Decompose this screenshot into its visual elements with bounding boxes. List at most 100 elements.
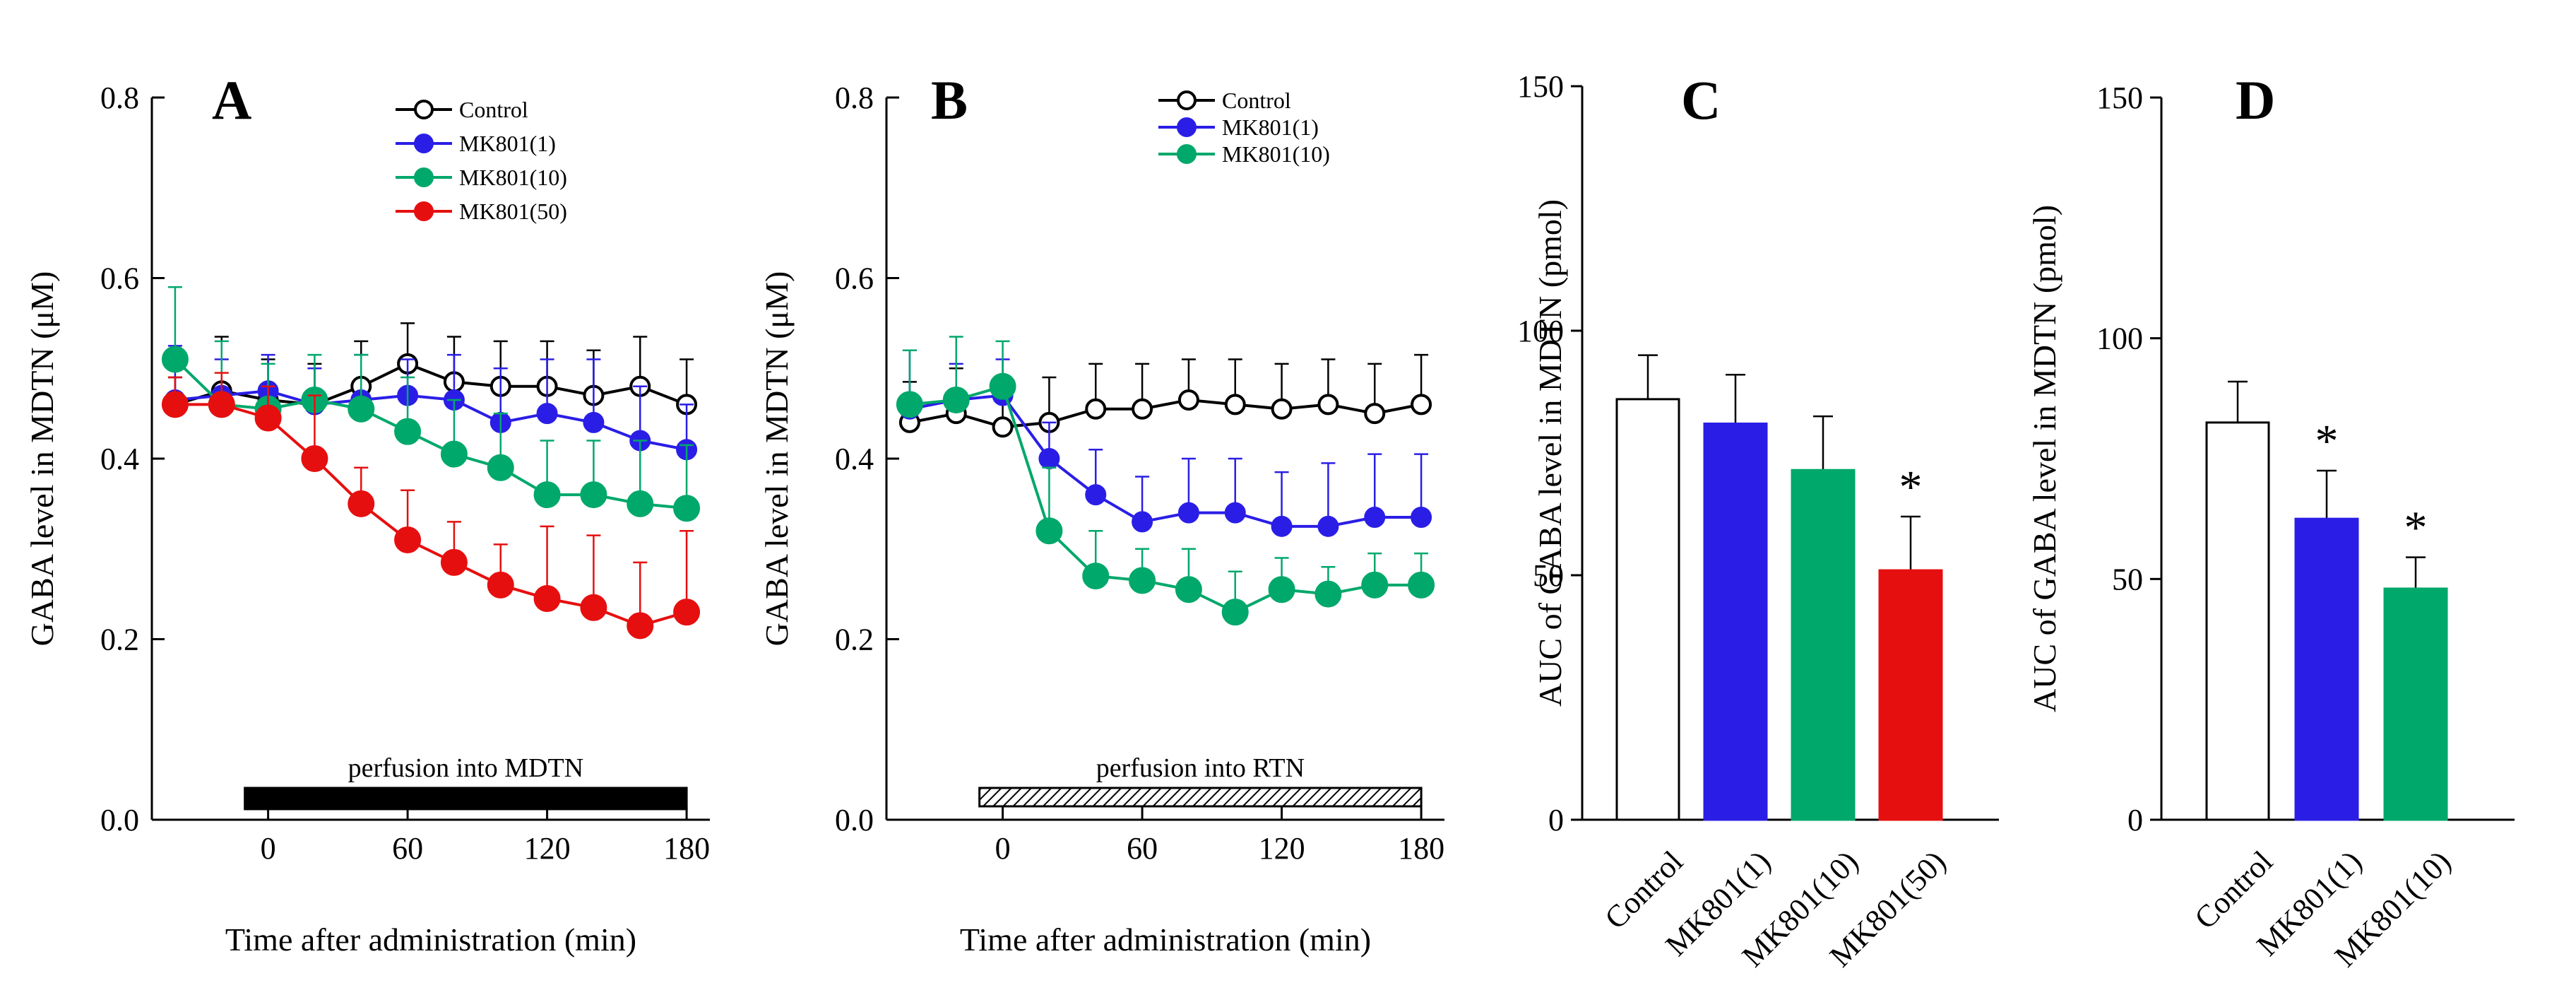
data-point bbox=[208, 391, 235, 418]
data-point bbox=[1361, 571, 1389, 599]
data-point bbox=[1221, 599, 1249, 626]
data-point bbox=[1082, 563, 1110, 590]
panel-B: 0.0 0.2 0.4 0.6 0.8 0 60 120 180 Time after admin… bbox=[759, 69, 1444, 958]
x-tick-label: 120 bbox=[524, 831, 571, 866]
data-point bbox=[1268, 576, 1295, 603]
bar-MK801(1) bbox=[1703, 422, 1768, 821]
series-line bbox=[174, 389, 687, 452]
data-point bbox=[1317, 394, 1339, 416]
data-point bbox=[487, 454, 514, 481]
y-axis-title: AUC of GABA level in MDTN (pmol) bbox=[2026, 205, 2062, 712]
series-line bbox=[174, 358, 687, 510]
y-tick-label: 50 bbox=[2112, 562, 2143, 596]
y-tick-label: 100 bbox=[1517, 314, 1564, 348]
y-axis-title: GABA level in MDTN (μM) bbox=[759, 271, 795, 647]
data-point bbox=[394, 526, 422, 553]
x-tick-label: 0 bbox=[261, 831, 276, 866]
y-axis-title: GABA level in MDTN (μM) bbox=[24, 271, 60, 647]
x-tick-label: 0 bbox=[995, 831, 1011, 866]
significance-star: * bbox=[1899, 461, 1923, 513]
y-tick-label: 0.6 bbox=[835, 261, 874, 296]
y-tick-label: 0.0 bbox=[835, 803, 874, 837]
data-point bbox=[1132, 398, 1153, 420]
x-tick-label: 180 bbox=[663, 831, 710, 866]
series-MK801(10): MK801(10) bbox=[896, 141, 1435, 626]
data-point bbox=[1411, 394, 1432, 416]
data-point bbox=[942, 386, 970, 413]
panel-letter: A bbox=[212, 69, 251, 131]
series-MK801(50): MK801(50) bbox=[161, 199, 701, 640]
panel-D: 0 50 100 150 AUC of GABA level in MDTN (pmol… bbox=[2026, 69, 2515, 974]
legend-marker bbox=[414, 167, 434, 187]
y-tick-label: 0 bbox=[1548, 803, 1564, 837]
y-tick-label: 0.8 bbox=[835, 81, 874, 115]
bar-MK801(1) bbox=[2294, 517, 2359, 821]
series-MK801(1): MK801(1) bbox=[898, 114, 1432, 537]
legend-label: Control bbox=[459, 97, 528, 122]
data-point bbox=[1271, 515, 1293, 537]
data-point bbox=[627, 612, 654, 640]
data-point bbox=[487, 571, 514, 599]
data-point bbox=[1132, 511, 1153, 533]
y-tick-label: 0.6 bbox=[100, 261, 139, 296]
y-tick-label: 0.8 bbox=[100, 81, 139, 115]
y-tick-label: 100 bbox=[2096, 322, 2143, 356]
x-tick-label: 180 bbox=[1398, 831, 1444, 866]
x-axis-title: Time after administration (min) bbox=[225, 921, 636, 958]
panel-A: 0.0 0.2 0.4 0.6 0.8 0 60 120 180 Time after admin… bbox=[24, 69, 710, 958]
legend-marker bbox=[1177, 117, 1197, 137]
legend-label: MK801(10) bbox=[1222, 141, 1330, 167]
data-point bbox=[301, 445, 328, 472]
significance-star: * bbox=[2315, 416, 2339, 467]
significance-star: * bbox=[2404, 502, 2428, 554]
bar-Control bbox=[1615, 398, 1680, 821]
data-point bbox=[1271, 398, 1293, 420]
perfusion-bar bbox=[978, 787, 1423, 808]
x-axis-title: Time after administration (min) bbox=[960, 921, 1371, 958]
y-tick-label: 0.2 bbox=[835, 623, 874, 657]
bar-Control bbox=[2205, 421, 2270, 821]
y-tick-label: 0.2 bbox=[100, 623, 139, 657]
perfusion-bar bbox=[244, 787, 688, 811]
series-line bbox=[909, 384, 1422, 614]
legend-label: MK801(50) bbox=[459, 199, 567, 224]
panel-letter: D bbox=[2236, 69, 2275, 131]
series-line bbox=[909, 394, 1422, 528]
data-point bbox=[580, 594, 607, 621]
data-point bbox=[1085, 484, 1107, 506]
perfusion-label: perfusion into RTN bbox=[1096, 753, 1305, 783]
panel-letter: B bbox=[931, 69, 968, 131]
data-point bbox=[1224, 394, 1246, 416]
x-tick-label: 60 bbox=[1127, 831, 1158, 866]
data-point bbox=[1411, 507, 1432, 529]
data-point bbox=[1035, 517, 1063, 545]
data-point bbox=[989, 372, 1016, 400]
y-tick-label: 50 bbox=[1533, 558, 1564, 593]
data-point bbox=[1175, 576, 1202, 603]
data-point bbox=[348, 395, 375, 423]
data-point bbox=[161, 346, 189, 373]
legend-marker bbox=[414, 134, 434, 153]
series-line bbox=[174, 403, 687, 628]
series-line bbox=[909, 398, 1422, 429]
y-tick-label: 0.0 bbox=[100, 803, 139, 837]
y-tick-label: 0.4 bbox=[100, 442, 139, 476]
data-point bbox=[1317, 515, 1339, 537]
legend-label: MK801(10) bbox=[459, 165, 567, 190]
data-point bbox=[254, 404, 282, 432]
data-point bbox=[992, 416, 1014, 438]
panel-C: 0 50 100 150 AUC of GABA level in MDTN (pmol… bbox=[1517, 69, 1999, 974]
legend-label: MK801(1) bbox=[459, 131, 556, 156]
data-point bbox=[1038, 448, 1060, 469]
data-point bbox=[583, 411, 605, 433]
y-tick-label: 0.4 bbox=[835, 442, 874, 476]
data-point bbox=[348, 490, 375, 517]
legend-label: MK801(1) bbox=[1222, 114, 1319, 140]
bar-MK801(50) bbox=[1878, 569, 1943, 821]
x-tick-label: 60 bbox=[392, 831, 423, 866]
panel-letter: C bbox=[1681, 69, 1721, 131]
data-point bbox=[673, 495, 701, 522]
data-point bbox=[161, 391, 189, 418]
y-tick-label: 150 bbox=[1517, 69, 1564, 104]
